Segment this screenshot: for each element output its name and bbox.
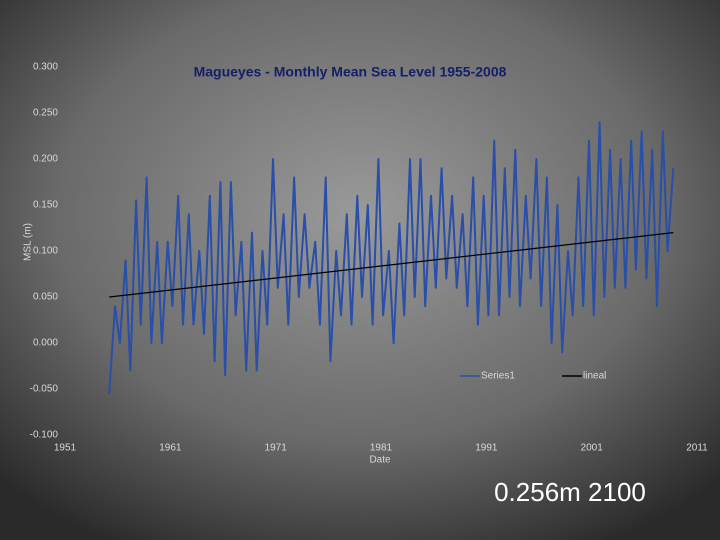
x-tick-label: 1991 — [475, 443, 498, 454]
y-tick-label: 0.100 — [33, 246, 58, 257]
y-tick-label: 0.200 — [33, 154, 58, 165]
x-tick-label: 1971 — [265, 443, 288, 454]
legend-label: lineal — [583, 371, 606, 382]
x-tick-label: 1961 — [159, 443, 182, 454]
y-axis-label: MSL (m) — [23, 223, 34, 261]
x-tick-label: 1981 — [370, 443, 393, 454]
x-axis-label: Date — [369, 455, 391, 466]
chart-title: Magueyes - Monthly Mean Sea Level 1955-2… — [194, 64, 507, 80]
y-tick-label: -0.100 — [30, 430, 59, 441]
annotation: 0.256m 2100 — [494, 477, 646, 507]
legend-label: Series1 — [481, 371, 515, 382]
x-tick-label: 2001 — [581, 443, 604, 454]
x-tick-label: 2011 — [686, 443, 708, 454]
series-line — [108, 121, 675, 394]
y-tick-label: -0.050 — [30, 384, 59, 395]
y-tick-label: 0.300 — [33, 62, 58, 73]
y-tick-label: 0.150 — [33, 200, 58, 211]
series-line — [109, 232, 674, 298]
x-tick-label: 1951 — [54, 443, 77, 454]
y-tick-label: 0.050 — [33, 292, 58, 303]
y-tick-label: 0.000 — [33, 338, 58, 349]
y-tick-label: 0.250 — [33, 108, 58, 119]
